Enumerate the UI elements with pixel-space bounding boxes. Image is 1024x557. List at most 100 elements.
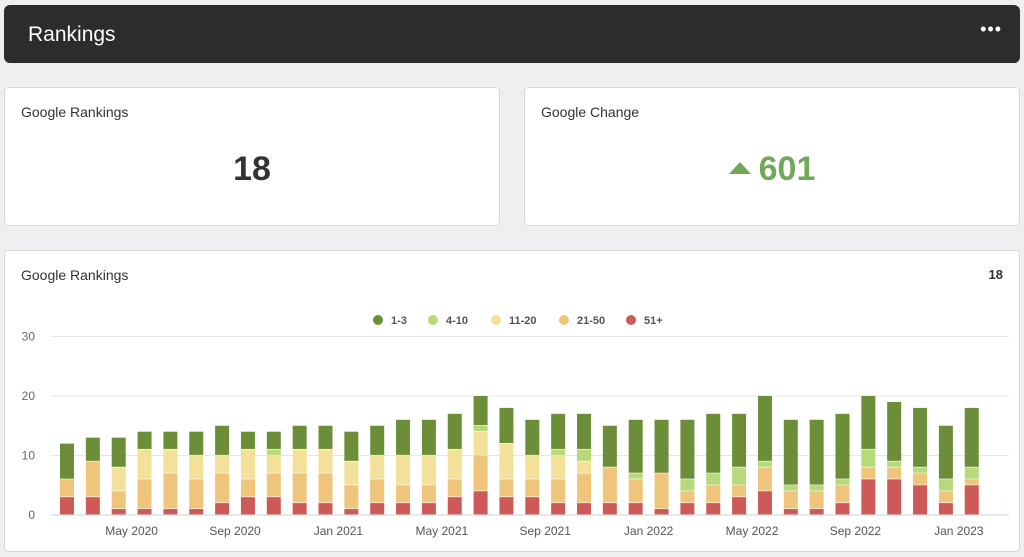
bar-segment xyxy=(137,479,152,509)
bar-segment xyxy=(370,425,385,455)
rankings-chart-card: Google Rankings 18 0 10 20 30 1-3 4-10 11-20 21… xyxy=(4,250,1020,552)
bar-segment xyxy=(835,503,850,515)
bar-segment xyxy=(809,485,824,491)
bar-segment xyxy=(809,509,824,515)
bar-segment xyxy=(344,509,359,515)
bar-segment xyxy=(887,467,902,479)
bar-segment xyxy=(706,485,721,503)
bar-segment xyxy=(628,503,643,515)
bar-segment xyxy=(835,479,850,485)
bar-segment xyxy=(163,431,178,449)
y-tick-label: 0 xyxy=(28,508,35,522)
bar-segment xyxy=(292,473,307,503)
bar-segment xyxy=(706,503,721,515)
bar-segment xyxy=(473,455,488,491)
bar-segment xyxy=(551,479,566,503)
bar-segment xyxy=(60,479,74,497)
legend-label: 21-50 xyxy=(577,315,605,327)
bar-segment xyxy=(344,431,359,461)
bar-segment xyxy=(499,497,514,515)
bar-segment xyxy=(913,473,928,485)
bar-segment xyxy=(551,449,566,455)
bar-segment xyxy=(732,497,747,515)
bar-segment xyxy=(732,485,747,497)
bar-segment xyxy=(757,467,772,491)
chart-total: 18 xyxy=(988,267,1003,282)
bar-segment xyxy=(85,437,100,461)
more-options-icon[interactable]: ••• xyxy=(980,19,1002,39)
bar-segment xyxy=(421,485,436,503)
bar-segment xyxy=(266,449,281,455)
x-tick-label: Jan 2023 xyxy=(934,524,984,538)
bar-segment xyxy=(189,431,204,455)
google-rankings-card-title: Google Rankings xyxy=(21,104,129,120)
bar-segment xyxy=(525,419,540,455)
bar-segment xyxy=(938,491,953,503)
bar-segment xyxy=(964,485,979,515)
bar-segment xyxy=(887,479,902,515)
bar-segment xyxy=(835,413,850,479)
bar-segment xyxy=(111,437,126,467)
bar-segment xyxy=(240,479,255,497)
x-tick-label: May 2022 xyxy=(726,524,779,538)
bar-segment xyxy=(861,467,876,479)
bar-segment xyxy=(421,455,436,485)
x-tick-label: May 2020 xyxy=(105,524,158,538)
bar-segment xyxy=(861,449,876,467)
legend-marker xyxy=(491,315,501,325)
bar-segment xyxy=(111,467,126,491)
bar-segment xyxy=(551,503,566,515)
bar-segment xyxy=(628,419,643,473)
bar-segment xyxy=(163,449,178,473)
bar-segment xyxy=(809,419,824,485)
bar-segment xyxy=(887,401,902,461)
bar-segment xyxy=(240,449,255,479)
legend-label: 11-20 xyxy=(509,315,537,327)
bar-segment xyxy=(240,431,255,449)
bar-segment xyxy=(809,491,824,509)
bar-segment xyxy=(499,443,514,479)
bar-segment xyxy=(447,413,462,449)
bar-segment xyxy=(292,425,307,449)
bar-segment xyxy=(964,467,979,479)
bar-segment xyxy=(628,479,643,503)
bar-segment xyxy=(938,479,953,491)
bar-segment xyxy=(396,503,411,515)
bar-segment xyxy=(473,431,488,455)
bar-segment xyxy=(783,491,798,509)
bar-segment xyxy=(654,509,669,515)
bar-segment xyxy=(318,449,333,473)
bar-segment xyxy=(577,449,591,461)
google-change-card-title: Google Change xyxy=(541,104,640,120)
bar-segment xyxy=(318,425,333,449)
bar-segment xyxy=(680,503,695,515)
bar-segment xyxy=(861,396,876,449)
x-tick-label: Sep 2021 xyxy=(520,524,572,538)
x-tick-label: May 2021 xyxy=(415,524,468,538)
page-title: Rankings xyxy=(28,23,116,46)
bar-segment xyxy=(137,449,152,479)
bar-segment xyxy=(628,473,643,479)
bar-segment xyxy=(602,425,617,467)
bar-segment xyxy=(654,473,669,509)
bar-segment xyxy=(396,485,411,503)
bar-segment xyxy=(551,413,566,449)
bar-segment xyxy=(447,449,462,479)
bar-segment xyxy=(60,443,74,479)
bar-segment xyxy=(111,509,126,515)
bar-segment xyxy=(266,473,281,497)
triangle-up-icon xyxy=(728,162,751,174)
bar-segment xyxy=(938,425,953,479)
bar-segment xyxy=(189,509,204,515)
bar-segment xyxy=(215,455,230,473)
bar-segment xyxy=(577,413,591,449)
bar-segment xyxy=(85,497,100,515)
bar-segment xyxy=(577,461,591,473)
bar-segment xyxy=(913,485,928,515)
bar-segment xyxy=(783,509,798,515)
bar-segment xyxy=(318,473,333,503)
bar-segment xyxy=(421,503,436,515)
bar-segment xyxy=(706,413,721,473)
bar-segment xyxy=(654,419,669,473)
bar-segment xyxy=(447,497,462,515)
